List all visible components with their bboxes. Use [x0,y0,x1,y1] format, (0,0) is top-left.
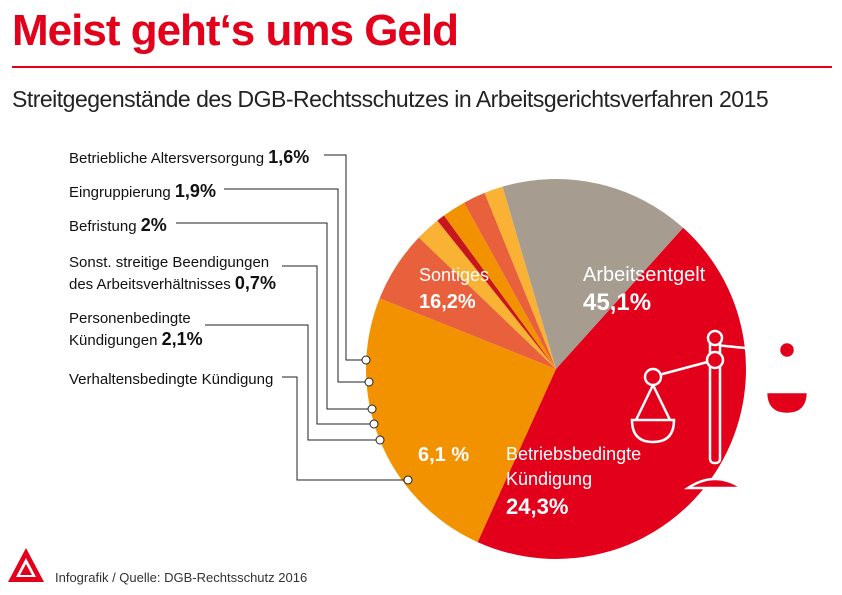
callout-sonst-beendigungen: Sonst. streitige Beendigungen des Arbeit… [69,253,276,295]
source-note: Infografik / Quelle: DGB-Rechtsschutz 20… [55,570,308,585]
pie-slice-5 [444,202,556,369]
leader-dot [361,355,371,365]
igmetall-logo [8,548,44,582]
callout-value: 2,1% [161,329,203,349]
callout-label: Verhaltensbedingte Kündigung [69,371,274,388]
leader-lines [176,154,408,481]
pie-slice-7 [484,186,556,369]
callout-altersversorgung: Betriebliche Altersversorgung 1,6% [69,147,309,169]
leader-dots [361,355,413,485]
callout-personenbedingt: Personenbedingte Kündigungen 2,1% [69,309,203,351]
pie-slice-4 [437,215,556,369]
slice-value-sontiges: 16,2% [419,291,476,313]
leader-dot [369,419,379,429]
leader-line [282,376,408,481]
leader-line [176,222,372,410]
callout-befristung: Befristung 2% [69,215,167,237]
page-subtitle: Streitgegenstände des DGB-Rechtsschutzes… [12,86,769,112]
leader-dot [375,435,385,445]
leader-dot [364,377,374,387]
leader-line [282,265,374,425]
pie-slice-1 [366,298,556,543]
pie-slice-3 [418,220,556,369]
title-divider [12,66,832,68]
slice-value-arbeitsentgelt: 45,1% [583,289,651,316]
callout-label: Sonst. streitige Beendigungen [69,254,270,271]
leader-line [224,188,369,383]
callout-eingruppierung: Eingruppierung 1,9% [69,181,216,203]
slice-value-verhaltensbedingt: 6,1 % [418,444,469,466]
callout-value: 1,9% [174,181,216,201]
leader-dot [367,404,377,414]
leader-dot [403,475,413,485]
pie-slice-8 [502,179,684,369]
slice-label-betriebsbedingt-line1: Betriebsbedingte [506,444,641,464]
slice-label-betriebsbedingt-line2: Kündigung [506,469,592,489]
slice-label-arbeitsentgelt: Arbeitsentgelt [583,264,706,286]
pie-slice-6 [464,192,556,369]
scales-icon [630,329,810,490]
callout-value: 1,6% [268,147,310,167]
callout-label: Kündigungen [69,332,158,349]
leader-line [324,154,366,361]
callout-label: Betriebliche Altersversorgung [69,150,265,167]
callout-value: 2% [140,215,167,235]
callout-verhaltensbedingt: Verhaltensbedingte Kündigung [69,368,273,390]
slice-label-sontiges: Sontiges [419,265,489,285]
callout-label: des Arbeitsverhältnisses [69,276,231,293]
callout-label: Eingruppierung [69,184,171,201]
page-title: Meist geht‘s ums Geld [12,6,459,55]
slice-value-betriebsbedingt: 24,3% [506,494,568,519]
leader-line [205,324,380,441]
pie-slice-0 [477,227,746,559]
callout-label: Personenbedingte [69,310,191,327]
pie-slices [366,179,746,559]
callout-label: Befristung [69,218,137,235]
pie-slice-2 [379,237,556,369]
callout-value: 0,7% [234,273,276,293]
